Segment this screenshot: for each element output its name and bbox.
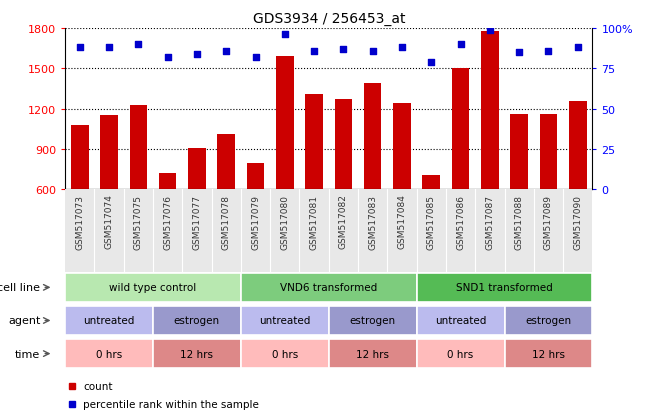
Text: 12 hrs: 12 hrs bbox=[532, 349, 565, 359]
Text: 12 hrs: 12 hrs bbox=[180, 349, 214, 359]
Text: percentile rank within the sample: percentile rank within the sample bbox=[83, 399, 259, 408]
Bar bbox=[417, 339, 505, 368]
Text: cell line: cell line bbox=[0, 282, 40, 293]
Text: GSM517090: GSM517090 bbox=[574, 194, 582, 249]
Text: GSM517086: GSM517086 bbox=[456, 194, 465, 249]
Point bbox=[280, 32, 290, 39]
Point bbox=[514, 50, 524, 56]
Bar bbox=[481, 31, 499, 190]
Point bbox=[221, 48, 232, 55]
Bar bbox=[364, 84, 381, 190]
Text: GSM517088: GSM517088 bbox=[515, 194, 523, 249]
Text: 0 hrs: 0 hrs bbox=[96, 349, 122, 359]
Point bbox=[191, 51, 202, 58]
Bar bbox=[329, 306, 417, 335]
Text: untreated: untreated bbox=[435, 316, 486, 326]
Text: wild type control: wild type control bbox=[109, 282, 197, 293]
Bar bbox=[540, 115, 557, 190]
Bar bbox=[100, 116, 118, 190]
Bar bbox=[422, 175, 440, 190]
Point bbox=[339, 47, 349, 53]
Point bbox=[484, 27, 495, 34]
Text: estrogen: estrogen bbox=[525, 316, 572, 326]
Text: untreated: untreated bbox=[83, 316, 135, 326]
Text: 0 hrs: 0 hrs bbox=[447, 349, 474, 359]
Bar bbox=[305, 95, 323, 190]
Bar bbox=[159, 174, 176, 190]
Text: GSM517087: GSM517087 bbox=[486, 194, 494, 249]
Text: GSM517074: GSM517074 bbox=[105, 194, 113, 249]
Point bbox=[309, 48, 319, 55]
Bar bbox=[247, 163, 264, 190]
Bar bbox=[510, 115, 528, 190]
Bar bbox=[65, 273, 241, 302]
Point bbox=[367, 48, 378, 55]
Bar bbox=[505, 339, 592, 368]
Bar bbox=[276, 57, 294, 190]
Bar bbox=[153, 339, 241, 368]
Bar bbox=[393, 104, 411, 190]
Bar bbox=[71, 126, 89, 190]
Text: GSM517077: GSM517077 bbox=[193, 194, 201, 249]
Point bbox=[543, 48, 553, 55]
Text: GSM517080: GSM517080 bbox=[281, 194, 289, 249]
Text: GSM517085: GSM517085 bbox=[427, 194, 436, 249]
Text: GDS3934 / 256453_at: GDS3934 / 256453_at bbox=[253, 12, 405, 26]
Text: GSM517081: GSM517081 bbox=[310, 194, 318, 249]
Text: GSM517073: GSM517073 bbox=[76, 194, 84, 249]
Bar bbox=[417, 306, 505, 335]
Text: count: count bbox=[83, 381, 113, 391]
Text: agent: agent bbox=[8, 316, 40, 326]
Point bbox=[163, 55, 173, 61]
Text: GSM517078: GSM517078 bbox=[222, 194, 230, 249]
Text: estrogen: estrogen bbox=[174, 316, 220, 326]
Text: GSM517076: GSM517076 bbox=[163, 194, 172, 249]
Text: estrogen: estrogen bbox=[350, 316, 396, 326]
Text: GSM517075: GSM517075 bbox=[134, 194, 143, 249]
Bar bbox=[241, 306, 329, 335]
Text: GSM517084: GSM517084 bbox=[398, 194, 406, 249]
Text: GSM517079: GSM517079 bbox=[251, 194, 260, 249]
Bar bbox=[241, 273, 417, 302]
Bar bbox=[335, 100, 352, 190]
Text: 12 hrs: 12 hrs bbox=[356, 349, 389, 359]
Text: 0 hrs: 0 hrs bbox=[271, 349, 298, 359]
Text: GSM517089: GSM517089 bbox=[544, 194, 553, 249]
Text: SND1 transformed: SND1 transformed bbox=[456, 282, 553, 293]
Bar bbox=[417, 273, 592, 302]
Text: GSM517083: GSM517083 bbox=[368, 194, 377, 249]
Bar bbox=[329, 339, 417, 368]
Bar bbox=[65, 339, 153, 368]
Point bbox=[104, 45, 115, 52]
Point bbox=[74, 45, 85, 52]
Text: GSM517082: GSM517082 bbox=[339, 194, 348, 249]
Bar bbox=[65, 306, 153, 335]
Point bbox=[396, 45, 408, 52]
Text: VND6 transformed: VND6 transformed bbox=[280, 282, 378, 293]
Point bbox=[426, 59, 436, 66]
Text: untreated: untreated bbox=[259, 316, 311, 326]
Bar bbox=[153, 306, 241, 335]
Bar bbox=[569, 101, 587, 190]
Point bbox=[572, 45, 583, 52]
Bar bbox=[505, 306, 592, 335]
Point bbox=[133, 42, 143, 48]
Point bbox=[250, 55, 260, 61]
Bar bbox=[452, 69, 469, 190]
Bar bbox=[217, 135, 235, 190]
Point bbox=[455, 42, 465, 48]
Bar bbox=[241, 339, 329, 368]
Bar bbox=[130, 105, 147, 190]
Text: time: time bbox=[15, 349, 40, 359]
Bar bbox=[188, 148, 206, 190]
